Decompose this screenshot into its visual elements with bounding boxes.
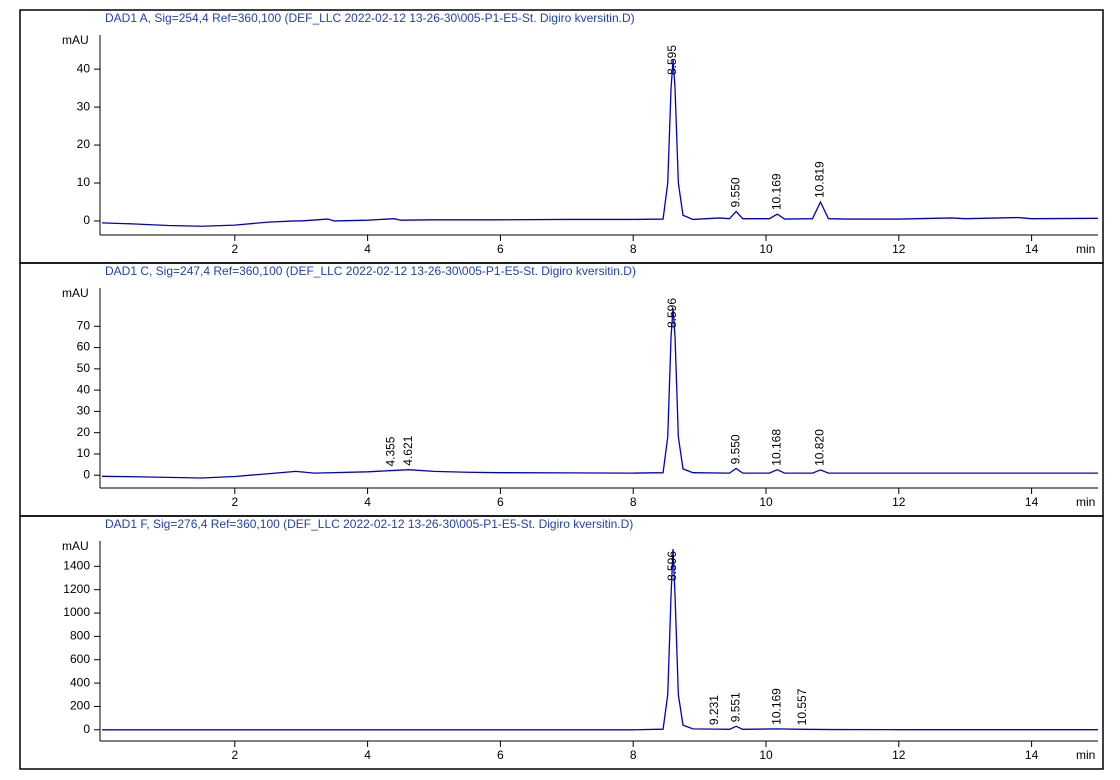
y-tick-label: 0 [83,722,90,736]
x-tick-label: 6 [497,495,504,509]
x-tick-label: 14 [1025,748,1039,762]
peak-label: 8.596 [665,551,679,581]
x-tick-label: 10 [759,748,773,762]
x-tick-label: 10 [759,242,773,256]
y-tick-label: 40 [77,382,91,396]
panel-frame [19,515,1104,770]
signal-line [101,59,1099,227]
peak-label: 4.355 [383,436,397,466]
y-axis-label: mAU [62,539,89,553]
x-tick-label: 14 [1025,495,1039,509]
peak-label: 10.819 [813,161,827,198]
y-tick-label: 10 [77,175,91,189]
y-axis-label: mAU [62,286,89,300]
peak-label: 9.231 [707,695,721,725]
x-tick-label: 8 [630,242,637,256]
x-tick-label: 6 [497,748,504,762]
y-tick-label: 50 [77,361,91,375]
y-tick-label: 0 [83,467,90,481]
y-tick-label: 20 [77,425,91,439]
x-tick-label: 2 [231,242,238,256]
y-tick-label: 800 [70,629,90,643]
y-tick-label: 70 [77,318,91,332]
chart-title: DAD1 C, Sig=247,4 Ref=360,100 (DEF_LLC 2… [105,264,636,278]
signal-line [101,308,1098,479]
x-tick-label: 6 [497,242,504,256]
y-tick-label: 30 [77,99,91,113]
x-tick-label: 12 [892,495,906,509]
peak-label: 10.169 [769,173,783,210]
peak-label: 8.596 [665,298,679,328]
peak-label: 9.550 [728,434,742,464]
x-tick-label: 4 [364,748,371,762]
chart-title: DAD1 F, Sig=276,4 Ref=360,100 (DEF_LLC 2… [105,517,633,531]
y-tick-label: 1400 [63,559,90,573]
chart-title: DAD1 A, Sig=254,4 Ref=360,100 (DEF_LLC 2… [105,11,635,25]
y-tick-label: 40 [77,61,91,75]
y-tick-label: 20 [77,137,91,151]
y-tick-label: 10 [77,446,91,460]
x-axis-label: min [1076,242,1095,256]
x-tick-label: 8 [630,495,637,509]
x-tick-label: 4 [364,242,371,256]
peak-label: 10.169 [769,688,783,725]
peak-label: 8.595 [665,45,679,75]
peak-label: 10.820 [813,429,827,466]
x-tick-label: 4 [364,495,371,509]
peak-label: 4.621 [401,435,415,465]
y-tick-label: 30 [77,404,91,418]
y-tick-label: 400 [70,675,90,689]
y-tick-label: 1000 [63,605,90,619]
x-tick-label: 10 [759,495,773,509]
x-tick-label: 2 [231,748,238,762]
y-tick-label: 1200 [63,582,90,596]
peak-label: 9.550 [728,177,742,207]
x-axis-label: min [1076,495,1095,509]
x-tick-label: 8 [630,748,637,762]
x-tick-label: 12 [892,748,906,762]
peak-label: 10.168 [769,429,783,466]
x-tick-label: 12 [892,242,906,256]
y-tick-label: 60 [77,340,91,354]
x-tick-label: 2 [231,495,238,509]
x-tick-label: 14 [1025,242,1039,256]
y-axis-label: mAU [62,33,89,47]
y-tick-label: 200 [70,699,90,713]
peak-label: 10.557 [795,688,809,725]
peak-label: 9.551 [728,692,742,722]
signal-line [102,549,1098,731]
y-tick-label: 600 [70,652,90,666]
y-tick-label: 0 [83,213,90,227]
x-axis-label: min [1076,748,1095,762]
